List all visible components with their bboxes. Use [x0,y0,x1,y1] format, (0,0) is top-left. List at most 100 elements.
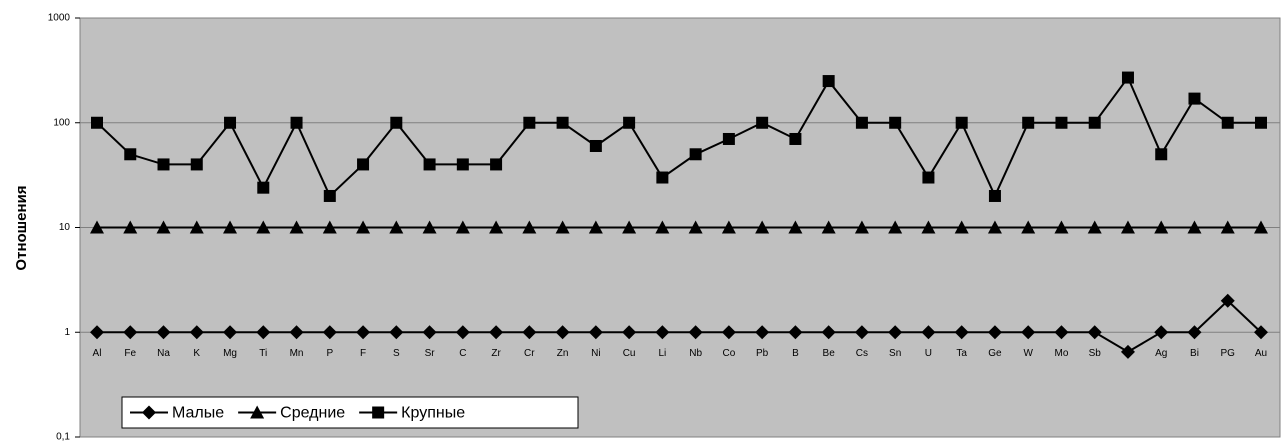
data-point [755,220,770,234]
data-point [422,220,437,234]
legend-label: Крупные [401,405,465,422]
data-point [888,220,903,234]
data-point [91,116,103,129]
x-tick-label: PG [1221,348,1236,359]
data-point [854,220,869,234]
data-point [1087,220,1102,234]
data-point [455,325,470,340]
data-point [555,325,570,340]
data-point [987,325,1002,340]
data-point [156,220,171,234]
data-point [90,325,104,340]
data-point [223,220,238,234]
data-point [955,116,968,129]
data-point [256,325,271,340]
data-point [588,325,603,340]
data-point [555,220,570,234]
x-tick-label: Au [1255,348,1267,359]
data-point [1155,148,1168,161]
data-point [290,116,303,129]
data-point [1021,220,1036,234]
data-point [389,220,404,234]
data-point [655,220,670,234]
data-point [1220,293,1235,308]
data-point [1121,71,1134,84]
data-point [1221,116,1234,129]
data-point [921,325,936,340]
data-point [1154,220,1169,234]
data-point [789,132,802,145]
data-point [1087,325,1102,340]
data-point [1254,325,1268,340]
data-point [688,325,703,340]
data-point [456,158,469,171]
x-tick-label: Mn [290,348,304,359]
data-point [689,148,702,161]
x-tick-label: Na [157,348,170,359]
legend-marker [372,406,385,419]
data-point [189,220,204,234]
data-point [1187,325,1202,340]
x-tick-label: Be [823,348,836,359]
x-tick-label: Ti [259,348,267,359]
x-tick-label: Nb [689,348,702,359]
data-point [688,220,703,234]
data-point [356,325,371,340]
legend-label: Малые [172,405,224,422]
data-point [855,116,868,129]
legend-label: Средние [280,405,345,422]
data-point [722,132,735,145]
data-point [622,220,637,234]
x-tick-label: Al [93,348,102,359]
x-tick-label: Sr [425,348,436,359]
x-tick-label: W [1023,348,1033,359]
data-point [1055,116,1068,129]
data-point [821,325,836,340]
x-tick-label: Pb [756,348,769,359]
data-point [589,139,602,152]
x-tick-label: Ta [956,348,967,359]
data-point [588,220,603,234]
data-point [1187,220,1202,234]
data-point [854,325,869,340]
data-point [1220,220,1235,234]
x-tick-label: Sn [889,348,901,359]
legend-marker [250,405,265,419]
data-point [323,189,336,202]
data-point [987,220,1002,234]
x-tick-label: Ni [591,348,600,359]
data-point [1255,116,1267,129]
legend-box [121,396,579,429]
x-tick-label: Sb [1089,348,1102,359]
data-point [788,325,803,340]
data-point [224,116,237,129]
y-tick-label: 1000 [48,13,71,24]
legend-marker [142,405,156,420]
data-point [1022,116,1035,129]
data-point [522,220,537,234]
x-tick-label: Li [658,348,666,359]
data-point [389,325,404,340]
data-point [522,325,537,340]
data-point [422,325,437,340]
x-tick-label: Cr [524,348,535,359]
data-point [1021,325,1036,340]
data-point [721,220,736,234]
x-tick-label: Cs [856,348,868,359]
data-point [257,181,270,194]
data-point [455,220,470,234]
data-point [788,220,803,234]
data-point [954,325,969,340]
data-point [90,220,104,234]
data-point [157,158,170,171]
x-tick-label: K [193,348,200,359]
data-point [756,116,769,129]
data-point [356,220,371,234]
data-point [223,325,238,340]
data-point [622,325,637,340]
data-point [490,158,503,171]
x-tick-label: F [360,348,366,359]
data-point [123,220,138,234]
data-point [721,325,736,340]
